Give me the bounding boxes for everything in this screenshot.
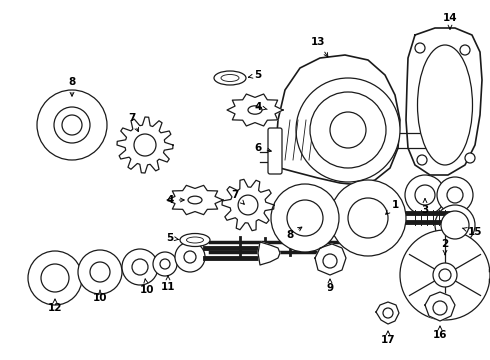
Text: 13: 13	[311, 37, 328, 57]
Circle shape	[330, 112, 366, 148]
Circle shape	[310, 92, 386, 168]
Text: 5: 5	[167, 233, 179, 243]
Ellipse shape	[248, 106, 262, 114]
Circle shape	[405, 175, 445, 215]
Text: 15: 15	[462, 227, 482, 237]
Circle shape	[435, 205, 475, 245]
Circle shape	[37, 90, 107, 160]
Circle shape	[415, 185, 435, 205]
Circle shape	[433, 301, 447, 315]
FancyBboxPatch shape	[268, 128, 282, 174]
Polygon shape	[167, 185, 223, 215]
Polygon shape	[117, 117, 173, 173]
Text: 7: 7	[128, 113, 139, 131]
Circle shape	[122, 249, 158, 285]
Text: 3: 3	[421, 199, 429, 215]
Circle shape	[238, 195, 258, 215]
Polygon shape	[275, 55, 400, 185]
Circle shape	[447, 187, 463, 203]
Circle shape	[132, 259, 148, 275]
Circle shape	[415, 43, 425, 53]
Circle shape	[441, 211, 469, 239]
Polygon shape	[227, 94, 283, 126]
Circle shape	[348, 198, 388, 238]
Circle shape	[90, 262, 110, 282]
Circle shape	[153, 252, 177, 276]
Circle shape	[271, 184, 339, 252]
Text: 6: 6	[254, 143, 271, 153]
Circle shape	[54, 107, 90, 143]
Circle shape	[287, 200, 323, 236]
Circle shape	[323, 254, 337, 268]
Circle shape	[330, 180, 406, 256]
Text: 8: 8	[69, 77, 75, 96]
Circle shape	[433, 263, 457, 287]
Circle shape	[62, 115, 82, 135]
Ellipse shape	[417, 45, 472, 165]
Circle shape	[465, 153, 475, 163]
Circle shape	[437, 177, 473, 213]
Polygon shape	[315, 244, 346, 275]
Polygon shape	[258, 242, 280, 265]
Circle shape	[400, 230, 490, 320]
Text: 5: 5	[248, 70, 262, 80]
Text: 1: 1	[386, 200, 399, 214]
Text: 2: 2	[441, 239, 449, 255]
Circle shape	[184, 251, 196, 263]
Circle shape	[439, 269, 451, 281]
Circle shape	[446, 216, 464, 234]
Circle shape	[460, 45, 470, 55]
Circle shape	[28, 251, 82, 305]
Circle shape	[160, 259, 170, 269]
Text: 10: 10	[140, 279, 154, 295]
Circle shape	[78, 250, 122, 294]
Ellipse shape	[180, 234, 210, 247]
Circle shape	[41, 264, 69, 292]
Text: 8: 8	[286, 227, 302, 240]
Polygon shape	[425, 292, 455, 321]
Text: 4: 4	[166, 195, 184, 205]
Text: 11: 11	[161, 276, 175, 292]
Text: 4: 4	[254, 102, 267, 112]
Ellipse shape	[188, 196, 202, 204]
Circle shape	[175, 242, 205, 272]
Text: 7: 7	[231, 190, 245, 204]
Ellipse shape	[187, 237, 203, 243]
Circle shape	[134, 134, 156, 156]
Polygon shape	[376, 302, 399, 324]
Text: 10: 10	[93, 290, 107, 303]
Circle shape	[417, 155, 427, 165]
Text: 12: 12	[48, 299, 62, 313]
Text: 17: 17	[381, 331, 395, 345]
Circle shape	[296, 78, 400, 182]
Circle shape	[383, 308, 393, 318]
Polygon shape	[406, 28, 482, 175]
Text: 14: 14	[442, 13, 457, 29]
Text: 16: 16	[433, 326, 447, 340]
Ellipse shape	[221, 75, 239, 81]
Polygon shape	[222, 179, 274, 231]
Ellipse shape	[214, 71, 246, 85]
Text: 9: 9	[326, 279, 334, 293]
